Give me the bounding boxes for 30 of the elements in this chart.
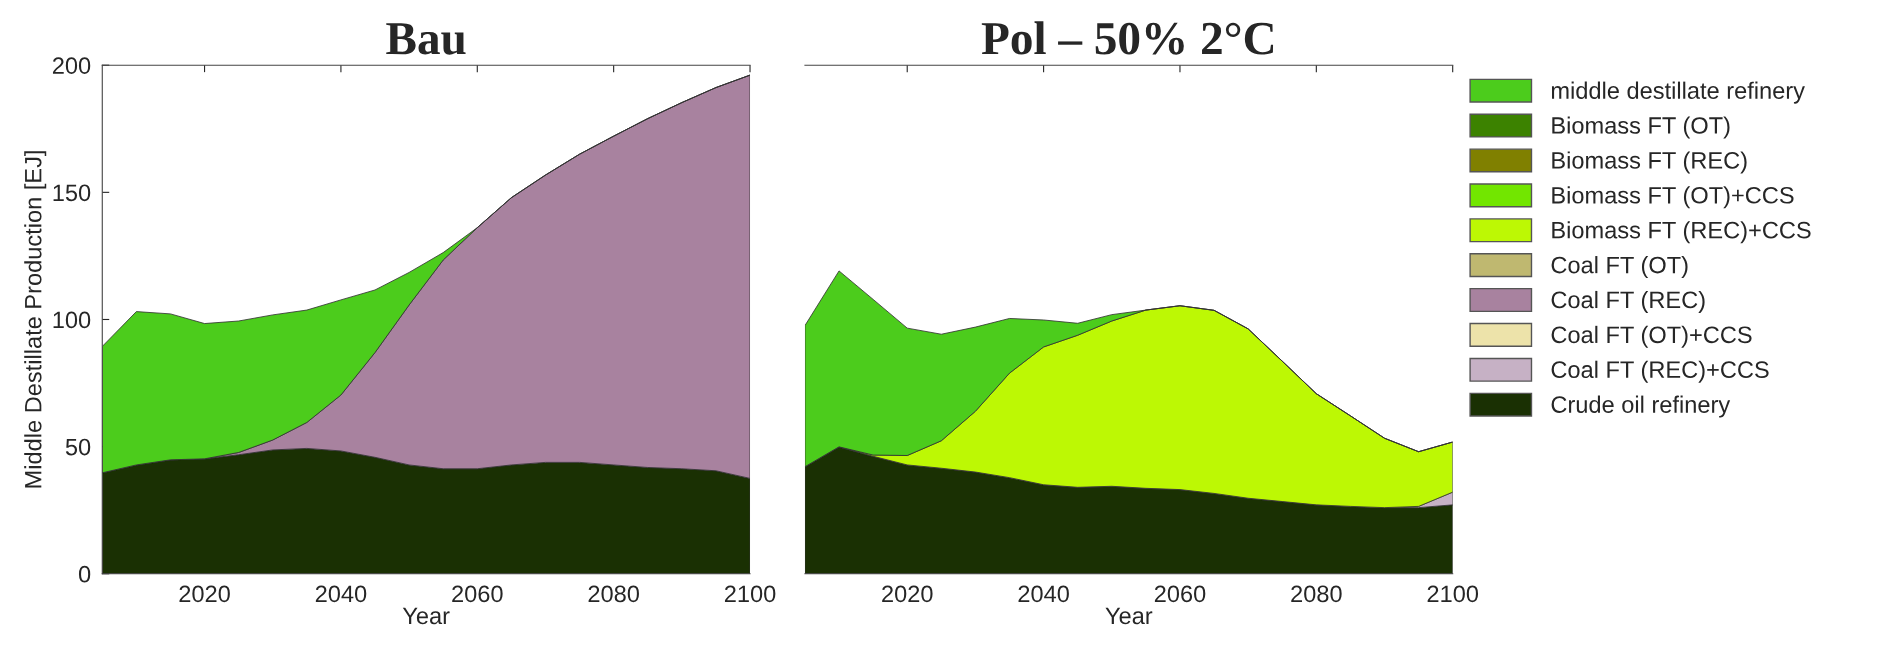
y-axis-title: Middle Destillate Production [EJ] [24,151,47,488]
y-tick-label: 100 [53,311,91,329]
y-tick-label: 200 [52,57,91,74]
legend-label: Biomass FT (REC) [1552,151,1747,174]
legend-label: Biomass FT (REC)+CCS [1552,221,1811,244]
y-tick-label: 50 [65,438,91,456]
x-tick-label: 2060 [1154,585,1206,603]
x-tick-label: 2080 [588,585,639,603]
legend-label: Coal FT (REC)+CCS [1551,360,1769,383]
legend-label: Coal FT (OT) [1551,256,1688,279]
y-tick-label: 150 [53,184,91,202]
x-tick-label: 2020 [882,585,933,603]
legend-label: Biomass FT (OT)+CCS [1552,186,1794,209]
legend-label: Biomass FT (OT) [1552,116,1730,139]
x-tick-label: 2060 [452,585,503,603]
x-axis-title: Year [402,607,450,625]
legend-label: Crude oil refinery [1551,395,1731,418]
x-tick-label: 2100 [724,585,776,603]
x-tick-label: 2020 [179,585,230,603]
x-tick-label: 2080 [1291,585,1342,603]
y-tick-label: 0 [78,565,91,583]
x-tick-label: 2040 [315,585,367,603]
legend-label: middle destillate refinery [1551,81,1805,104]
legend-label: Coal FT (REC) [1551,290,1705,313]
chart-title: Bau [386,23,466,55]
x-tick-label: 2100 [1427,585,1479,603]
chart-title: Pol – 50% 2°C [981,21,1274,55]
x-axis-title: Year [1105,607,1153,625]
x-tick-label: 2040 [1018,585,1069,603]
legend-label: Coal FT (OT)+CCS [1551,325,1752,348]
